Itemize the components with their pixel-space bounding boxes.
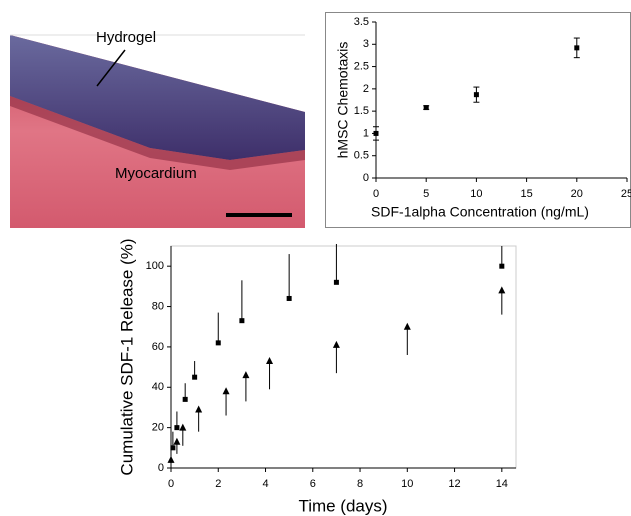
y-tick-label: 1: [363, 127, 369, 139]
marker: [173, 437, 181, 445]
x-tick-label: 8: [357, 478, 363, 490]
interface-band: [10, 96, 305, 170]
y-tick-label: 0: [158, 462, 164, 474]
x-tick-label: 6: [310, 478, 316, 490]
hydrogel-region: [10, 35, 305, 160]
marker: [182, 396, 188, 402]
x-axis-label: Time (days): [298, 496, 387, 515]
x-tick-label: 2: [215, 478, 221, 490]
y-tick-label: 100: [146, 260, 164, 272]
y-tick-label: 60: [152, 341, 164, 353]
image-label: Hydrogel: [96, 29, 156, 46]
y-tick-label: 0.5: [354, 150, 369, 162]
x-tick-label: 12: [448, 478, 460, 490]
marker: [286, 295, 292, 301]
x-tick-label: 25: [621, 188, 631, 200]
marker: [222, 387, 230, 395]
marker: [167, 455, 175, 463]
marker: [242, 371, 250, 379]
y-tick-label: 20: [152, 422, 164, 434]
marker: [239, 318, 245, 324]
marker: [195, 405, 203, 413]
label-pointer: [96, 49, 126, 87]
y-axis-label: Cumulative SDF-1 Release (%): [117, 238, 136, 475]
x-tick-label: 10: [470, 188, 482, 200]
x-tick-label: 4: [262, 478, 268, 490]
marker: [574, 45, 580, 51]
marker: [333, 279, 339, 285]
y-axis-label: hMSC Chemotaxis: [335, 42, 351, 159]
marker: [499, 263, 505, 269]
x-tick-label: 14: [496, 478, 508, 490]
x-tick-label: 20: [571, 188, 583, 200]
marker: [332, 340, 340, 348]
marker: [373, 130, 379, 136]
y-tick-label: 1.5: [354, 105, 369, 117]
x-tick-label: 0: [373, 188, 379, 200]
marker: [179, 423, 187, 431]
y-tick-label: 40: [152, 381, 164, 393]
y-tick-label: 3.5: [354, 16, 369, 28]
marker: [403, 322, 411, 330]
marker: [192, 374, 198, 380]
marker: [174, 425, 180, 431]
x-tick-label: 15: [520, 188, 532, 200]
y-tick-label: 80: [152, 300, 164, 312]
marker: [215, 340, 221, 346]
marker: [498, 286, 506, 294]
y-tick-label: 3: [363, 38, 369, 50]
x-tick-label: 5: [423, 188, 429, 200]
plot-frame: [170, 245, 517, 469]
x-axis-label: SDF-1alpha Concentration (ng/mL): [371, 204, 589, 220]
y-tick-label: 0: [363, 172, 369, 184]
x-tick-label: 10: [401, 478, 413, 490]
marker: [266, 357, 274, 365]
scale-bar: [226, 213, 292, 217]
y-tick-label: 2: [363, 83, 369, 95]
image-label: Myocardium: [115, 165, 197, 182]
marker: [170, 445, 176, 451]
marker: [473, 92, 479, 98]
y-tick-label: 2.5: [354, 60, 369, 72]
x-tick-label: 0: [168, 478, 174, 490]
histology-image: Hydrogel Myocardium: [10, 29, 305, 228]
marker: [423, 105, 429, 111]
